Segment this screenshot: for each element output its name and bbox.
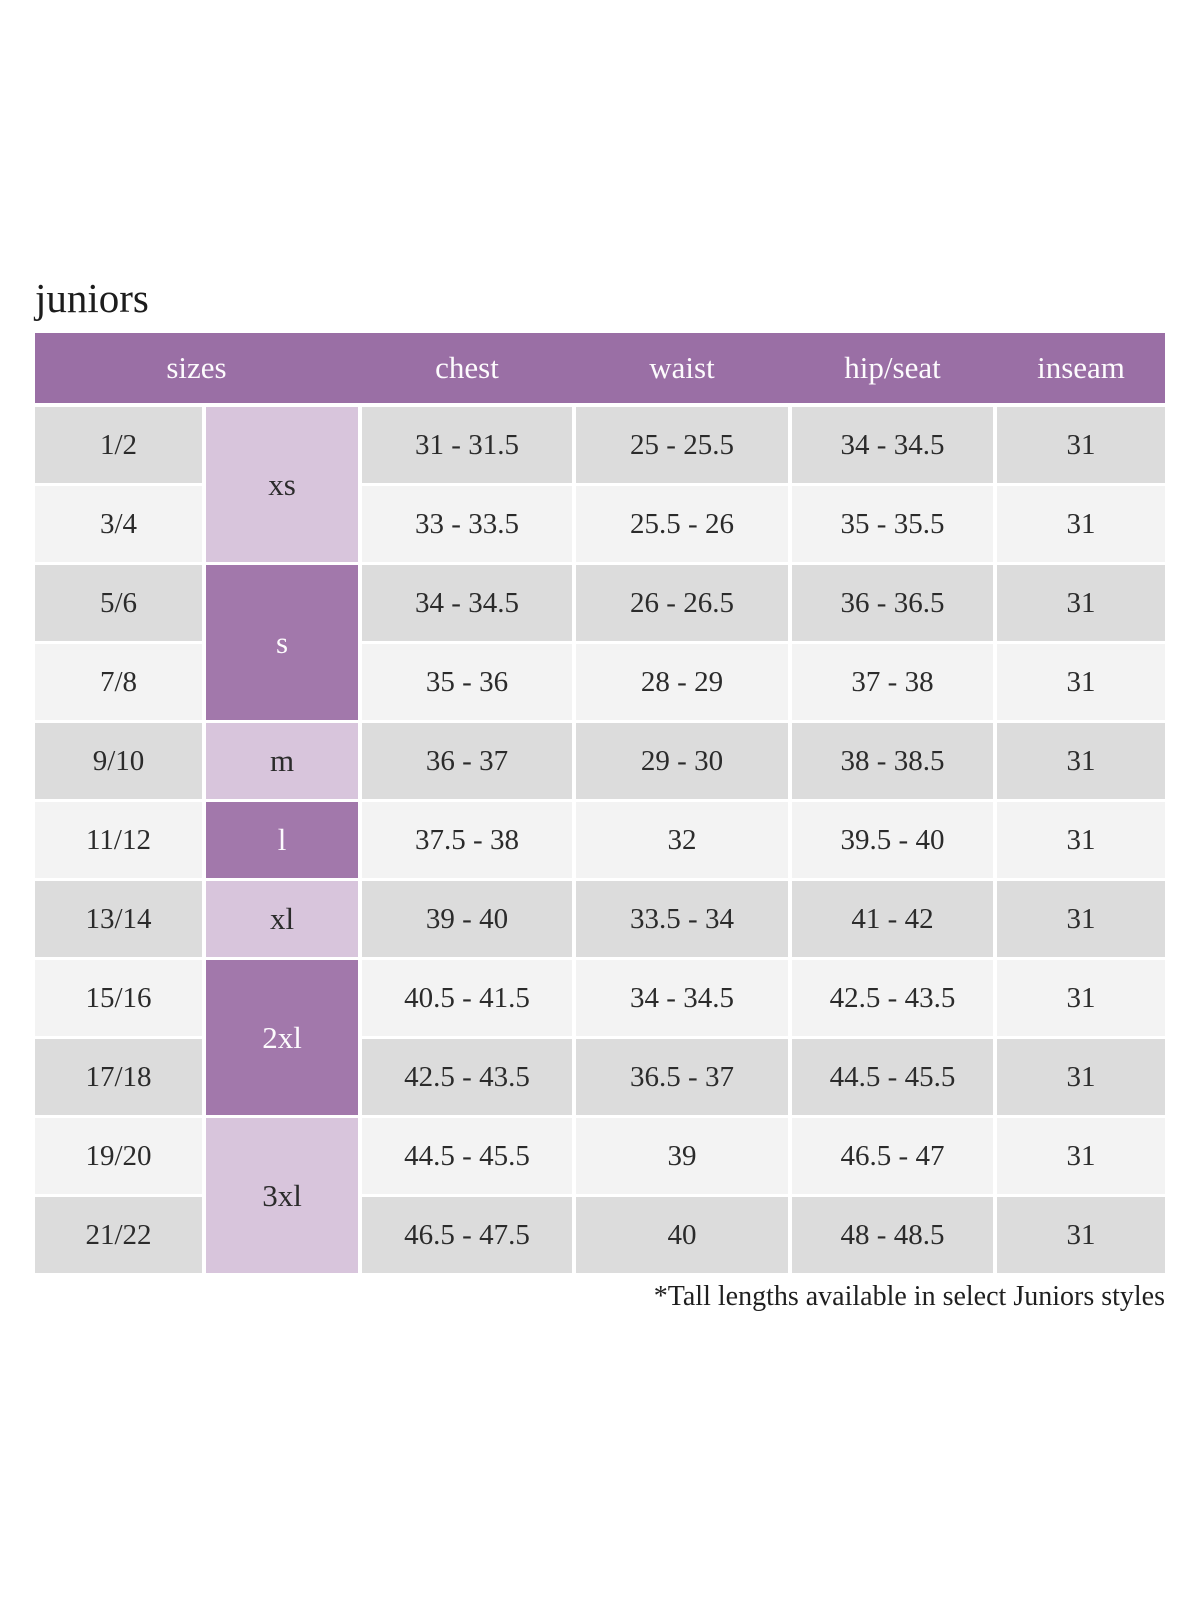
cell-inseam: 31 [997,1039,1165,1115]
cell-inseam: 31 [997,486,1165,562]
cell-waist: 28 - 29 [576,644,788,720]
cell-inseam: 31 [997,960,1165,1036]
letter-size-cell-m: m [206,723,358,799]
cell-chest: 36 - 37 [362,723,572,799]
cell-hip: 36 - 36.5 [792,565,993,641]
cell-waist: 29 - 30 [576,723,788,799]
cell-waist: 32 [576,802,788,878]
letter-size-cell-2xl: 2xl [206,960,358,1115]
cell-size: 5/6 [35,565,202,641]
cell-hip: 44.5 - 45.5 [792,1039,993,1115]
cell-waist: 33.5 - 34 [576,881,788,957]
cell-waist: 25 - 25.5 [576,407,788,483]
letter-size-cell-s: s [206,565,358,720]
cell-inseam: 31 [997,881,1165,957]
cell-hip: 46.5 - 47 [792,1118,993,1194]
cell-chest: 37.5 - 38 [362,802,572,878]
cell-chest: 35 - 36 [362,644,572,720]
cell-size: 19/20 [35,1118,202,1194]
cell-inseam: 31 [997,1197,1165,1273]
cell-chest: 33 - 33.5 [362,486,572,562]
table-body: xs s m l xl 2xl 3xl 1/2 31 - 31.5 25 - 2… [35,407,1165,1273]
page-title: juniors [35,275,149,321]
size-chart-table: sizes chest waist hip/seat inseam xs s m… [35,333,1165,1273]
cell-size: 21/22 [35,1197,202,1273]
cell-hip: 41 - 42 [792,881,993,957]
letter-size-cell-3xl: 3xl [206,1118,358,1273]
cell-size: 7/8 [35,644,202,720]
cell-inseam: 31 [997,565,1165,641]
letter-size-cell-l: l [206,802,358,878]
cell-inseam: 31 [997,723,1165,799]
cell-size: 11/12 [35,802,202,878]
cell-waist: 40 [576,1197,788,1273]
cell-hip: 48 - 48.5 [792,1197,993,1273]
cell-chest: 39 - 40 [362,881,572,957]
cell-size: 17/18 [35,1039,202,1115]
cell-size: 1/2 [35,407,202,483]
header-hip-seat: hip/seat [844,350,941,385]
letter-size-cell-xs: xs [206,407,358,562]
header-chest: chest [435,350,499,385]
cell-inseam: 31 [997,644,1165,720]
cell-chest: 42.5 - 43.5 [362,1039,572,1115]
cell-hip: 37 - 38 [792,644,993,720]
cell-waist: 26 - 26.5 [576,565,788,641]
cell-chest: 40.5 - 41.5 [362,960,572,1036]
cell-inseam: 31 [997,407,1165,483]
cell-hip: 39.5 - 40 [792,802,993,878]
footnote: *Tall lengths available in select Junior… [653,1281,1165,1312]
cell-waist: 36.5 - 37 [576,1039,788,1115]
cell-size: 3/4 [35,486,202,562]
cell-chest: 31 - 31.5 [362,407,572,483]
header-sizes: sizes [166,350,227,385]
cell-chest: 34 - 34.5 [362,565,572,641]
cell-size: 13/14 [35,881,202,957]
table-header-row: sizes chest waist hip/seat inseam [35,333,1165,403]
cell-hip: 35 - 35.5 [792,486,993,562]
letter-size-cell-xl: xl [206,881,358,957]
cell-waist: 25.5 - 26 [576,486,788,562]
cell-waist: 39 [576,1118,788,1194]
cell-size: 9/10 [35,723,202,799]
cell-hip: 42.5 - 43.5 [792,960,993,1036]
cell-inseam: 31 [997,802,1165,878]
cell-hip: 38 - 38.5 [792,723,993,799]
cell-size: 15/16 [35,960,202,1036]
cell-hip: 34 - 34.5 [792,407,993,483]
cell-waist: 34 - 34.5 [576,960,788,1036]
header-waist: waist [649,350,715,385]
cell-inseam: 31 [997,1118,1165,1194]
cell-chest: 44.5 - 45.5 [362,1118,572,1194]
cell-chest: 46.5 - 47.5 [362,1197,572,1273]
header-inseam: inseam [1037,350,1125,385]
